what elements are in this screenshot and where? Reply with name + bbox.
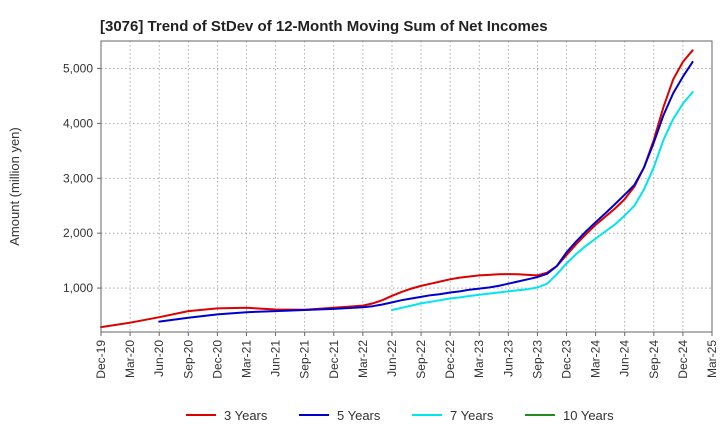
x-tick-label: Dec-24 — [676, 340, 690, 379]
series-layer — [100, 49, 694, 329]
x-tick-label: Dec-20 — [210, 340, 224, 379]
x-tick-label: Sep-22 — [414, 340, 428, 379]
x-tick-label: Mar-21 — [239, 340, 253, 378]
legend-label-10-years: 10 Years — [563, 408, 614, 423]
x-tick-label: Jun-20 — [152, 340, 166, 377]
y-tick-label: 3,000 — [63, 171, 93, 185]
x-tick-label: Mar-25 — [705, 340, 719, 378]
series-line-5-years — [158, 60, 694, 323]
y-tick-label: 5,000 — [63, 61, 93, 75]
x-tick-label: Mar-23 — [472, 340, 486, 378]
grid-layer — [101, 41, 712, 332]
legend-label-5-years: 5 Years — [337, 408, 381, 423]
x-tick-label: Jun-23 — [501, 340, 515, 377]
x-tick-label: Dec-21 — [327, 340, 341, 379]
series-line-3-years — [100, 49, 694, 329]
series-line-7-years — [391, 91, 694, 311]
y-tick-label: 1,000 — [63, 281, 93, 295]
x-tick-label: Dec-23 — [560, 340, 574, 379]
x-tick-label: Jun-21 — [269, 340, 283, 377]
x-tick-label: Jun-24 — [618, 340, 632, 377]
x-tick-label: Dec-19 — [94, 340, 108, 379]
y-tick-label: 2,000 — [63, 226, 93, 240]
x-axis-ticks: Dec-19 Mar-20 Jun-20 Sep-20 Dec-20 Mar-21 Jun-… — [94, 332, 719, 379]
chart-title: [3076] Trend of StDev of 12-Month Moving… — [100, 18, 548, 35]
x-tick-label: Sep-23 — [530, 340, 544, 379]
x-tick-label: Sep-21 — [298, 340, 312, 379]
legend: 3 Years 5 Years 7 Years 10 Years — [186, 408, 614, 423]
y-tick-label: 4,000 — [63, 116, 93, 130]
legend-label-7-years: 7 Years — [450, 408, 494, 423]
x-tick-label: Mar-22 — [356, 340, 370, 378]
x-tick-label: Mar-20 — [123, 340, 137, 378]
y-axis-ticks: 1,000 2,000 3,000 4,000 5,000 — [63, 61, 101, 295]
x-tick-label: Mar-24 — [589, 340, 603, 378]
plot-frame — [100, 40, 713, 333]
x-tick-label: Dec-22 — [443, 340, 457, 379]
x-tick-label: Sep-24 — [647, 340, 661, 379]
x-tick-label: Jun-22 — [385, 340, 399, 377]
x-tick-label: Sep-20 — [181, 340, 195, 379]
legend-label-3-years: 3 Years — [224, 408, 268, 423]
y-axis-label: Amount (million yen) — [7, 127, 22, 246]
